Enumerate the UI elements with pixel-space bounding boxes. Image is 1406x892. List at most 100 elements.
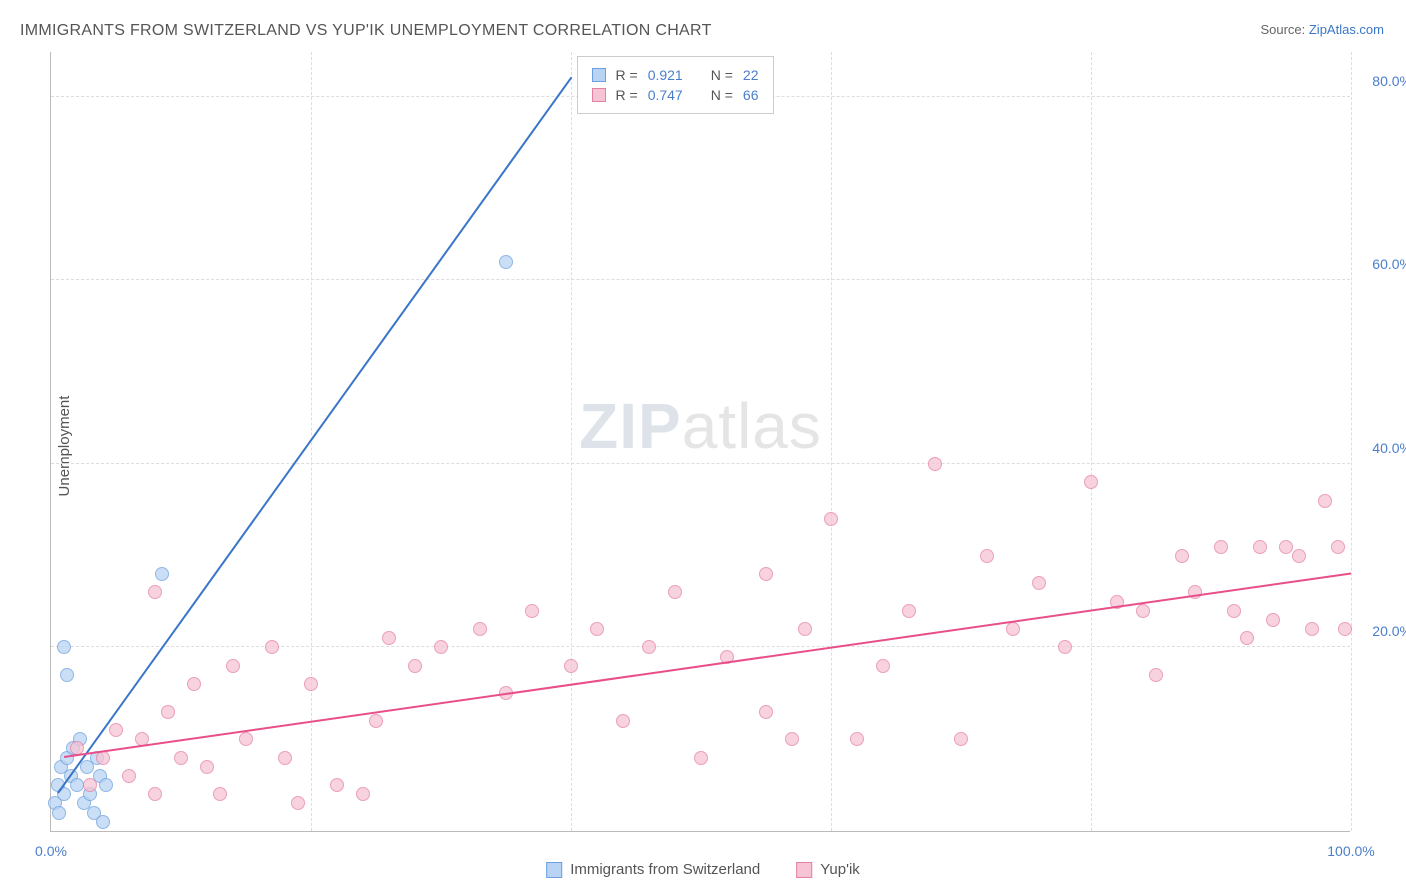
- scatter-point: [99, 778, 113, 792]
- x-tick-label: 0.0%: [35, 843, 67, 859]
- scatter-point: [954, 732, 968, 746]
- gridline-h: [51, 463, 1350, 464]
- stats-swatch-icon: [592, 88, 606, 102]
- scatter-point: [70, 778, 84, 792]
- scatter-point: [148, 585, 162, 599]
- scatter-point: [434, 640, 448, 654]
- x-tick-label: 100.0%: [1327, 843, 1374, 859]
- scatter-point: [1006, 622, 1020, 636]
- scatter-point: [1058, 640, 1072, 654]
- gridline-v: [571, 52, 572, 831]
- scatter-point: [1318, 494, 1332, 508]
- stats-row: R =0.921N =22: [592, 65, 759, 85]
- plot-area: ZIPatlas 20.0%40.0%60.0%80.0%0.0%100.0%: [50, 52, 1350, 832]
- scatter-point: [408, 659, 422, 673]
- scatter-point: [1227, 604, 1241, 618]
- stat-n-value: 66: [743, 87, 759, 103]
- scatter-point: [694, 751, 708, 765]
- scatter-point: [1175, 549, 1189, 563]
- scatter-point: [642, 640, 656, 654]
- scatter-point: [122, 769, 136, 783]
- scatter-point: [980, 549, 994, 563]
- scatter-point: [187, 677, 201, 691]
- chart-title: IMMIGRANTS FROM SWITZERLAND VS YUP'IK UN…: [20, 22, 712, 40]
- scatter-point: [278, 751, 292, 765]
- scatter-point: [590, 622, 604, 636]
- scatter-point: [226, 659, 240, 673]
- scatter-point: [96, 815, 110, 829]
- scatter-point: [1214, 540, 1228, 554]
- legend-label: Yup'ik: [820, 861, 860, 878]
- scatter-point: [499, 255, 513, 269]
- scatter-point: [473, 622, 487, 636]
- gridline-h: [51, 279, 1350, 280]
- scatter-point: [668, 585, 682, 599]
- scatter-point: [1240, 631, 1254, 645]
- scatter-point: [356, 787, 370, 801]
- legend-item-yupik: Yup'ik: [796, 861, 860, 878]
- stat-n-label: N =: [711, 87, 733, 103]
- scatter-point: [525, 604, 539, 618]
- scatter-point: [564, 659, 578, 673]
- scatter-point: [902, 604, 916, 618]
- scatter-point: [239, 732, 253, 746]
- scatter-point: [1136, 604, 1150, 618]
- stats-swatch-icon: [592, 68, 606, 82]
- stat-r-label: R =: [616, 67, 638, 83]
- watermark-zip: ZIP: [579, 390, 682, 462]
- stat-r-label: R =: [616, 87, 638, 103]
- gridline-h: [51, 646, 1350, 647]
- stat-r-value: 0.921: [648, 67, 683, 83]
- source-label: Source:: [1260, 22, 1308, 37]
- scatter-point: [759, 567, 773, 581]
- scatter-point: [1149, 668, 1163, 682]
- y-tick-label: 40.0%: [1358, 440, 1406, 456]
- trend-line: [64, 572, 1351, 758]
- source-value: ZipAtlas.com: [1309, 22, 1384, 37]
- scatter-point: [1338, 622, 1352, 636]
- scatter-point: [369, 714, 383, 728]
- legend: Immigrants from Switzerland Yup'ik: [546, 861, 860, 878]
- scatter-point: [1032, 576, 1046, 590]
- scatter-point: [330, 778, 344, 792]
- scatter-point: [265, 640, 279, 654]
- scatter-point: [57, 640, 71, 654]
- stat-n-label: N =: [711, 67, 733, 83]
- scatter-point: [824, 512, 838, 526]
- legend-swatch-icon: [546, 862, 562, 878]
- scatter-point: [304, 677, 318, 691]
- legend-label: Immigrants from Switzerland: [570, 861, 760, 878]
- scatter-point: [52, 806, 66, 820]
- scatter-point: [291, 796, 305, 810]
- scatter-point: [174, 751, 188, 765]
- scatter-point: [148, 787, 162, 801]
- scatter-point: [161, 705, 175, 719]
- scatter-point: [1305, 622, 1319, 636]
- y-tick-label: 20.0%: [1358, 623, 1406, 639]
- stats-box: R =0.921N =22R =0.747N =66: [577, 56, 774, 114]
- scatter-point: [1279, 540, 1293, 554]
- legend-item-switzerland: Immigrants from Switzerland: [546, 861, 760, 878]
- scatter-point: [382, 631, 396, 645]
- legend-swatch-icon: [796, 862, 812, 878]
- scatter-point: [200, 760, 214, 774]
- scatter-point: [213, 787, 227, 801]
- scatter-point: [928, 457, 942, 471]
- scatter-point: [1292, 549, 1306, 563]
- scatter-point: [759, 705, 773, 719]
- scatter-point: [1253, 540, 1267, 554]
- scatter-point: [850, 732, 864, 746]
- stat-r-value: 0.747: [648, 87, 683, 103]
- source-attribution: Source: ZipAtlas.com: [1260, 22, 1384, 37]
- scatter-point: [1084, 475, 1098, 489]
- y-tick-label: 60.0%: [1358, 256, 1406, 272]
- stats-row: R = 0.747 N = 66: [592, 85, 759, 105]
- gridline-v: [1091, 52, 1092, 831]
- gridline-v: [831, 52, 832, 831]
- scatter-point: [785, 732, 799, 746]
- scatter-point: [109, 723, 123, 737]
- scatter-point: [60, 668, 74, 682]
- watermark: ZIPatlas: [579, 389, 822, 463]
- scatter-point: [1331, 540, 1345, 554]
- watermark-atlas: atlas: [682, 390, 822, 462]
